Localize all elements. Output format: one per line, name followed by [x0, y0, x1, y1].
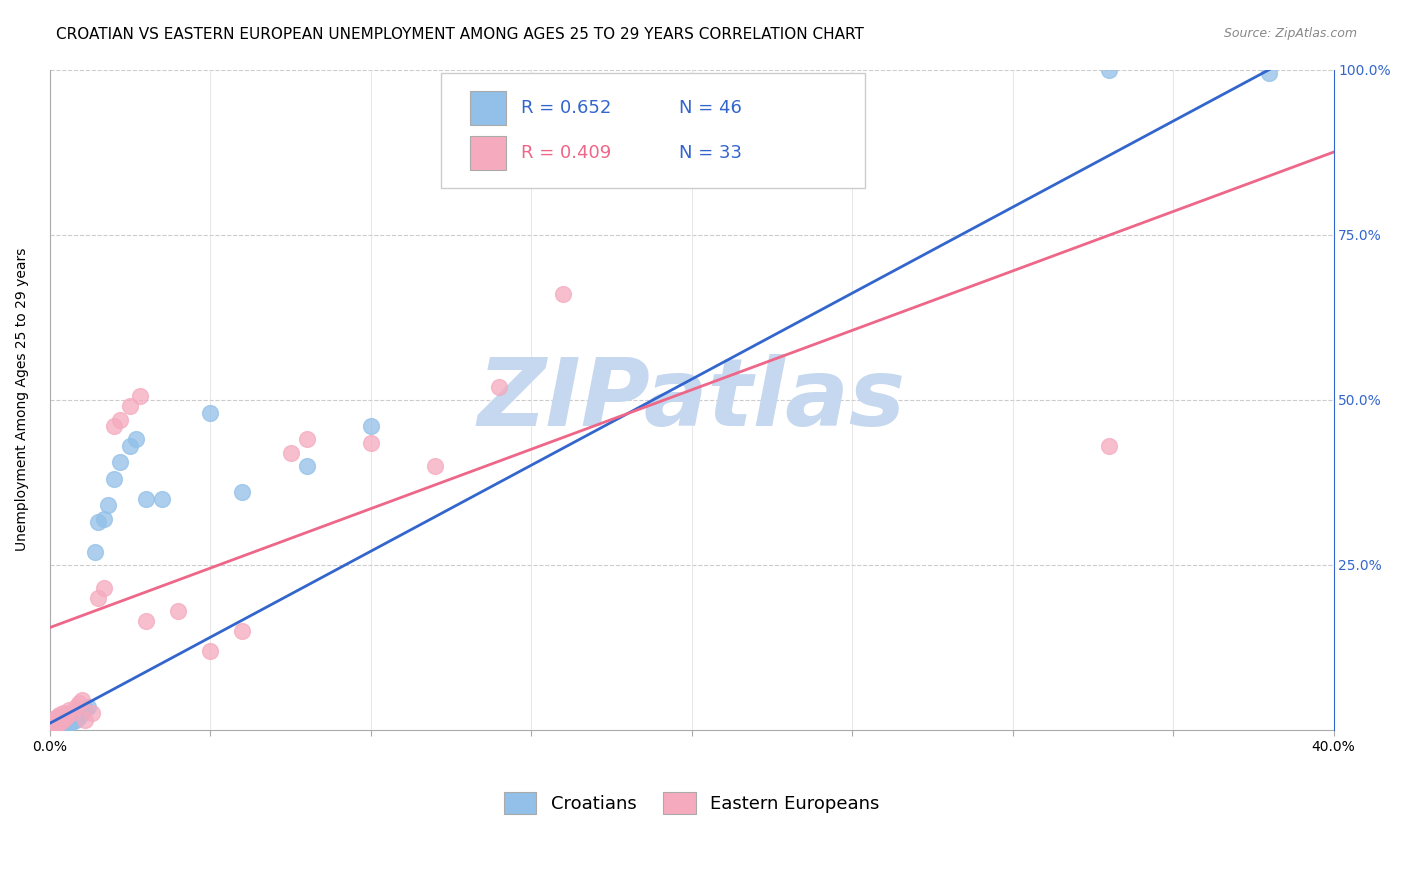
Point: [423, 458, 446, 473]
Point: [167, 604, 190, 618]
Point: [42, 714, 65, 729]
Point: [48, 716, 70, 731]
FancyBboxPatch shape: [470, 136, 506, 170]
Text: N = 46: N = 46: [679, 99, 742, 117]
Point: [48, 709, 70, 723]
Point: [55, 716, 77, 731]
Point: [128, 389, 150, 403]
Point: [52, 717, 75, 731]
Point: [360, 435, 382, 450]
Point: [52, 713, 75, 727]
FancyBboxPatch shape: [441, 73, 865, 188]
Point: [135, 491, 157, 506]
Point: [65, 699, 87, 714]
Point: [87, 515, 110, 529]
Point: [120, 400, 142, 414]
Point: [110, 455, 132, 469]
Point: [70, 706, 93, 721]
Point: [58, 703, 80, 717]
Point: [45, 711, 67, 725]
Point: [295, 458, 318, 473]
Point: [231, 624, 253, 638]
Text: CROATIAN VS EASTERN EUROPEAN UNEMPLOYMENT AMONG AGES 25 TO 29 YEARS CORRELATION : CROATIAN VS EASTERN EUROPEAN UNEMPLOYMEN…: [56, 27, 865, 42]
Point: [103, 472, 125, 486]
Point: [48, 716, 70, 731]
Point: [120, 439, 142, 453]
Point: [488, 379, 510, 393]
Point: [83, 544, 105, 558]
Text: Source: ZipAtlas.com: Source: ZipAtlas.com: [1223, 27, 1357, 40]
Point: [65, 705, 87, 719]
Point: [60, 706, 83, 721]
Point: [42, 720, 65, 734]
Point: [553, 287, 575, 301]
Point: [70, 693, 93, 707]
Y-axis label: Unemployment Among Ages 25 to 29 years: Unemployment Among Ages 25 to 29 years: [15, 248, 30, 551]
Point: [231, 485, 253, 500]
Point: [93, 581, 115, 595]
Point: [97, 499, 120, 513]
Point: [55, 708, 77, 723]
Point: [42, 713, 65, 727]
Point: [58, 711, 80, 725]
Point: [45, 717, 67, 731]
Point: [45, 711, 67, 725]
Point: [75, 713, 97, 727]
Point: [80, 706, 103, 721]
Point: [65, 713, 87, 727]
Point: [295, 433, 318, 447]
Point: [58, 716, 80, 731]
Point: [52, 711, 75, 725]
Point: [58, 706, 80, 721]
Point: [1258, 66, 1281, 80]
Point: [67, 709, 90, 723]
Point: [103, 419, 125, 434]
Point: [48, 714, 70, 728]
Point: [67, 697, 90, 711]
Point: [1098, 439, 1121, 453]
Point: [110, 412, 132, 426]
Point: [135, 614, 157, 628]
Point: [45, 717, 67, 731]
Point: [93, 511, 115, 525]
Point: [200, 406, 222, 420]
Point: [42, 720, 65, 734]
Point: [45, 720, 67, 734]
Point: [45, 714, 67, 729]
Point: [48, 708, 70, 723]
Point: [280, 445, 302, 459]
Point: [125, 433, 148, 447]
Text: R = 0.652: R = 0.652: [522, 99, 612, 117]
Point: [55, 720, 77, 734]
Point: [150, 491, 173, 506]
Point: [52, 706, 75, 721]
Legend: Croatians, Eastern Europeans: Croatians, Eastern Europeans: [496, 785, 887, 822]
Point: [60, 714, 83, 729]
Point: [60, 708, 83, 723]
Point: [52, 714, 75, 729]
Point: [1098, 62, 1121, 77]
FancyBboxPatch shape: [470, 91, 506, 125]
Point: [77, 699, 100, 714]
Text: R = 0.409: R = 0.409: [522, 145, 612, 162]
Point: [67, 703, 90, 717]
Point: [48, 719, 70, 733]
Text: ZIPatlas: ZIPatlas: [478, 354, 905, 446]
Point: [200, 643, 222, 657]
Point: [42, 716, 65, 731]
Point: [75, 702, 97, 716]
Point: [87, 591, 110, 605]
Point: [55, 713, 77, 727]
Point: [55, 709, 77, 723]
Point: [360, 419, 382, 434]
Text: N = 33: N = 33: [679, 145, 742, 162]
